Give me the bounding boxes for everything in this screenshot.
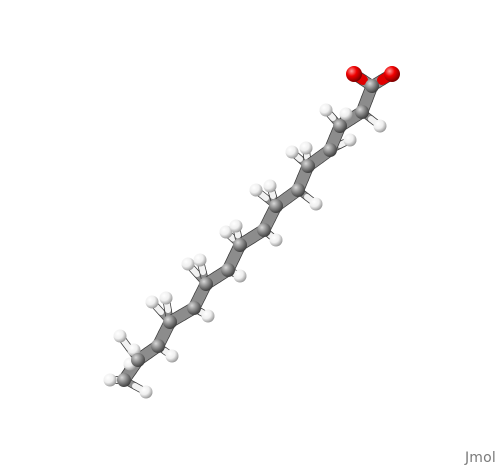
- carbon-atom[interactable]: [333, 119, 347, 133]
- hydrogen-atom[interactable]: [219, 225, 233, 239]
- carbon-atom[interactable]: [117, 373, 131, 387]
- oxygen-atom[interactable]: [384, 66, 400, 82]
- carbon-atom[interactable]: [291, 183, 305, 197]
- carbon-atom[interactable]: [269, 199, 283, 213]
- carbon-atom[interactable]: [199, 277, 213, 291]
- hydrogen-atom[interactable]: [103, 373, 117, 387]
- carbon-atom[interactable]: [163, 315, 177, 329]
- hydrogen-atom[interactable]: [145, 295, 159, 309]
- carbon-atom[interactable]: [221, 263, 235, 277]
- carbon-atom[interactable]: [301, 159, 315, 173]
- hydrogen-atom[interactable]: [159, 291, 173, 305]
- hydrogen-atom[interactable]: [193, 253, 207, 267]
- hydrogen-atom[interactable]: [269, 233, 283, 247]
- carbon-atom[interactable]: [151, 339, 165, 353]
- hydrogen-atom[interactable]: [139, 385, 153, 399]
- hydrogen-atom[interactable]: [233, 269, 247, 283]
- hydrogen-atom[interactable]: [343, 133, 357, 147]
- stearic-acid-molecule[interactable]: [103, 66, 401, 399]
- hydrogen-atom[interactable]: [113, 329, 127, 343]
- hydrogen-atom[interactable]: [299, 141, 313, 155]
- hydrogen-atom[interactable]: [201, 309, 215, 323]
- hydrogen-atom[interactable]: [319, 103, 333, 117]
- carbon-atom[interactable]: [365, 79, 379, 93]
- hydrogen-atom[interactable]: [285, 145, 299, 159]
- hydrogen-atom[interactable]: [339, 107, 353, 121]
- hydrogen-atom[interactable]: [373, 119, 387, 133]
- hydrogen-atom[interactable]: [263, 179, 277, 193]
- jmol-watermark: Jmol: [464, 450, 496, 466]
- carbon-atom[interactable]: [355, 105, 369, 119]
- carbon-atom[interactable]: [257, 223, 271, 237]
- hydrogen-atom[interactable]: [181, 257, 195, 271]
- carbon-atom[interactable]: [323, 143, 337, 157]
- hydrogen-atom[interactable]: [165, 349, 179, 363]
- hydrogen-atom[interactable]: [309, 197, 323, 211]
- hydrogen-atom[interactable]: [229, 219, 243, 233]
- carbon-atom[interactable]: [233, 238, 247, 252]
- oxygen-atom[interactable]: [346, 66, 362, 82]
- hydrogen-atom[interactable]: [249, 183, 263, 197]
- carbon-atom[interactable]: [187, 301, 201, 315]
- carbon-atom[interactable]: [131, 353, 145, 367]
